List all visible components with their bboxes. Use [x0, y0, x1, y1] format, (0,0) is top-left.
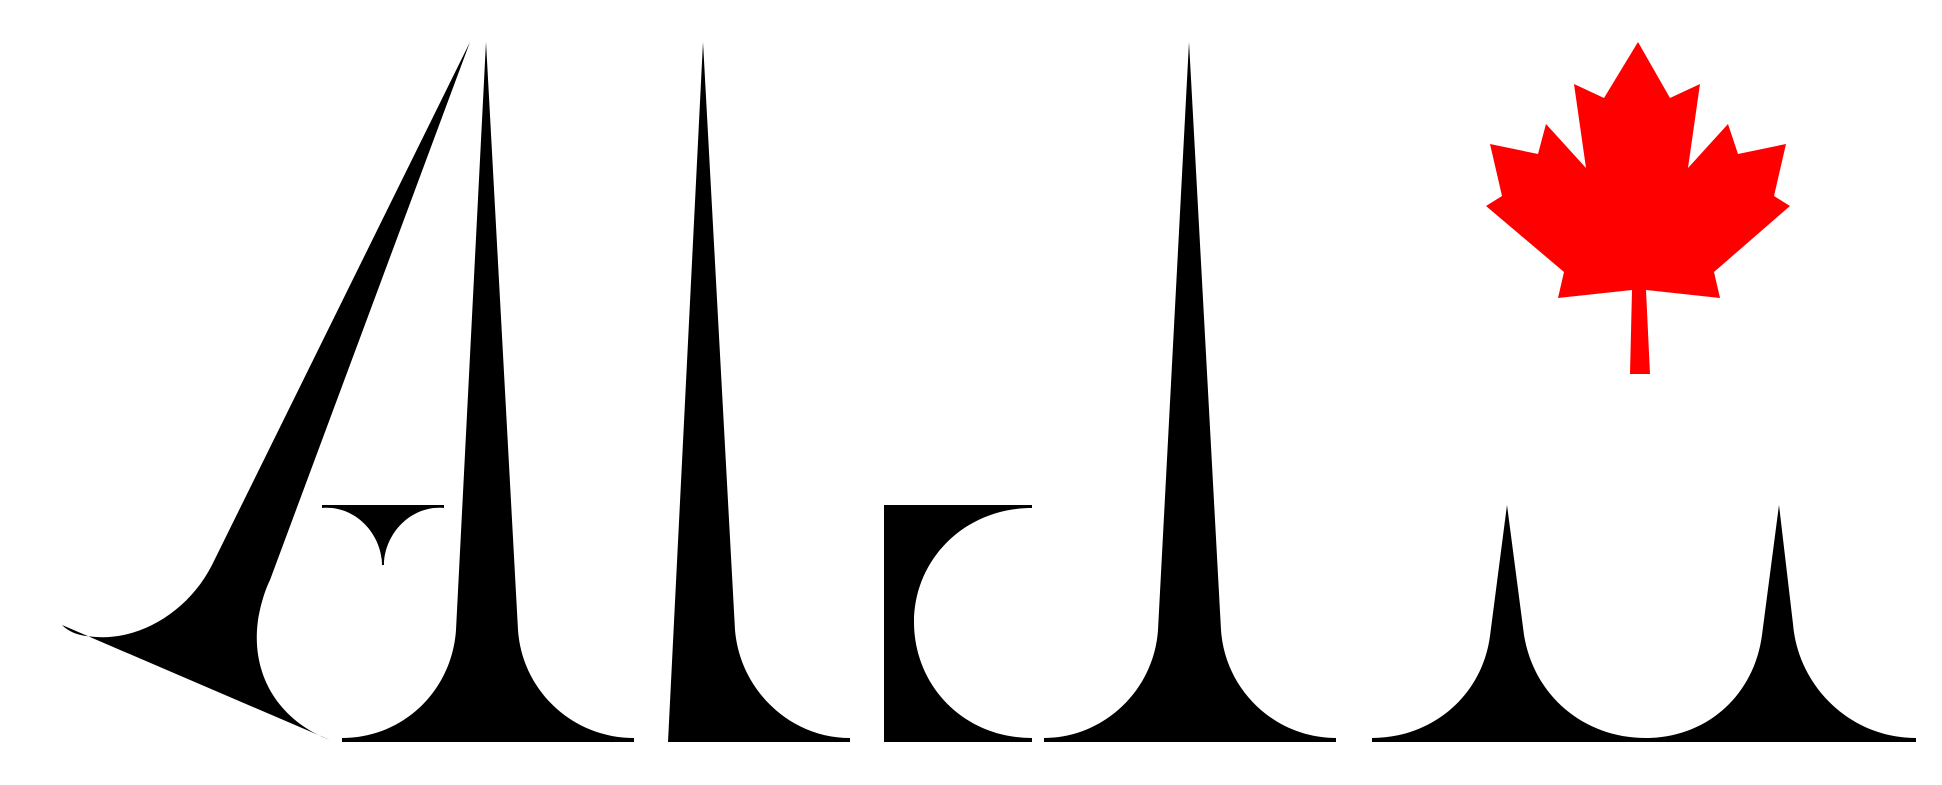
- wordmark-glyph-4-c: [884, 505, 1032, 742]
- logo-wordmark: [62, 42, 1916, 742]
- maple-leaf-icon: [1486, 42, 1790, 374]
- wordmark-glyph-5-spike: [1044, 42, 1336, 742]
- wordmark-glyph-2-spike: [342, 42, 634, 742]
- wordmark-glyph-6-double-spike: [1372, 505, 1916, 742]
- wordmark-glyph-1-spike: [62, 42, 470, 740]
- wordmark-glyph-3-spike: [668, 42, 850, 742]
- wordmark-glyph-2-cap: [322, 505, 444, 565]
